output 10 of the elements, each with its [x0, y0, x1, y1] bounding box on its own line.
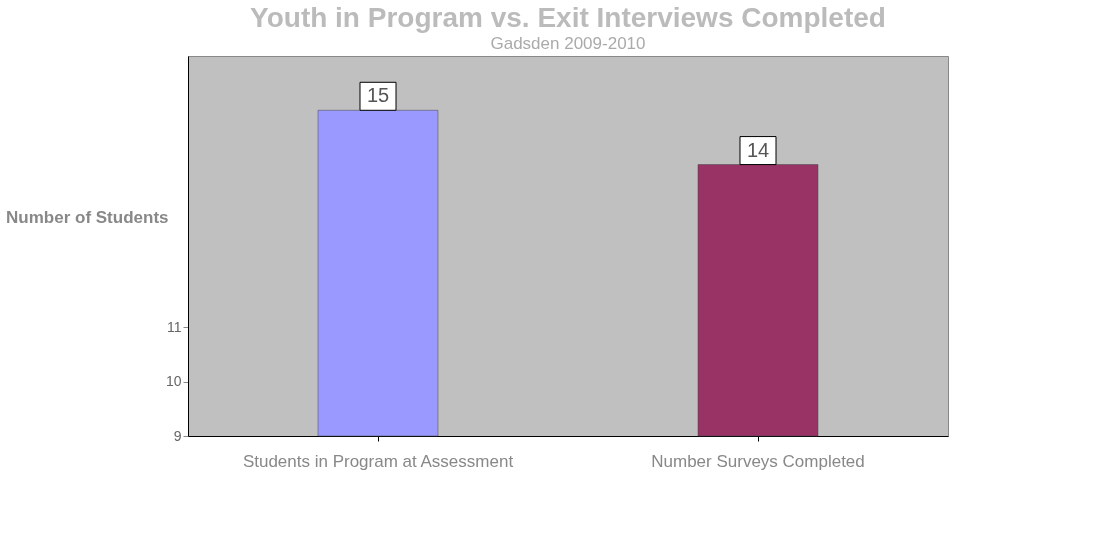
chart-title: Youth in Program vs. Exit Interviews Completed [250, 2, 886, 33]
x-tick-label: Number Surveys Completed [651, 451, 865, 471]
y-axis-title: Number of Students [6, 207, 169, 227]
y-tick-label: 10 [165, 373, 182, 390]
chart-subtitle: Gadsden 2009-2010 [490, 34, 646, 53]
x-tick-label: Students in Program at Assessment [242, 451, 514, 471]
data-label: 14 [746, 138, 770, 161]
y-tick-label: 11 [166, 318, 182, 335]
y-tick-label: 9 [173, 427, 182, 444]
data-label: 15 [366, 84, 390, 107]
